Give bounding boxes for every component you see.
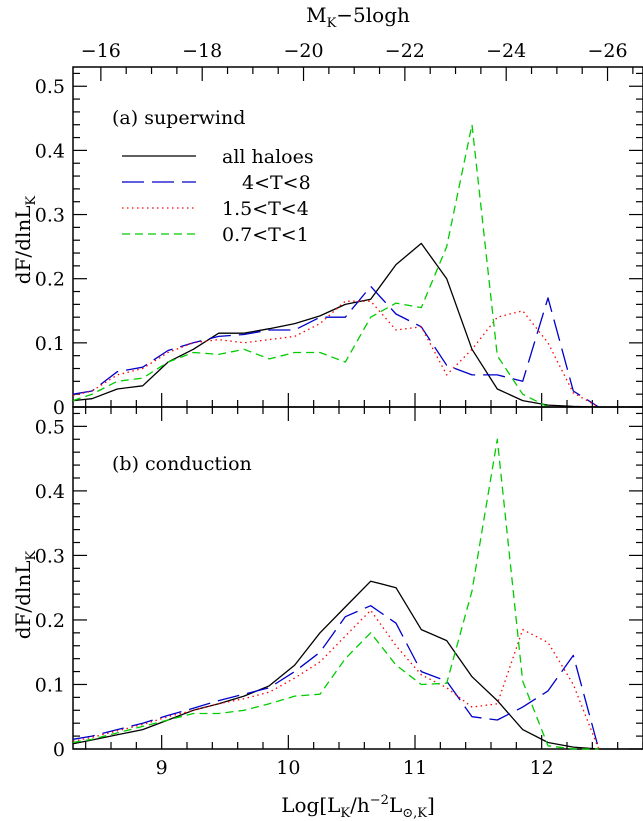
y-tick-label: 0.1 [35, 333, 65, 355]
series-line-4-t-8-b [72, 605, 600, 750]
legend-item-0-7-T-1: 0.7<T<1 [122, 224, 309, 246]
top-tick-label: −20 [283, 40, 323, 62]
y-axis-title-top: dF/dlnLK [11, 195, 39, 284]
y-tick-label: 0.1 [35, 674, 65, 696]
legend-label-1-5-T-4: 1.5<T<4 [222, 198, 309, 220]
top-tick-label: −16 [81, 40, 121, 62]
series-line-all-haloes-a [72, 242, 643, 408]
series-line-4-t-8-a [72, 285, 600, 408]
y-tick-label: 0.4 [35, 140, 65, 162]
series-line-all-haloes-b [72, 580, 643, 750]
y-tick-label: 0.2 [35, 269, 65, 291]
top-tick-label: −26 [587, 40, 627, 62]
series-line-1-5-t-4-a [72, 300, 600, 408]
legend-item-1-5-T-4: 1.5<T<4 [122, 198, 309, 220]
series-line-0-7-t-1-b [72, 438, 599, 750]
y-tick-label: 0.5 [35, 416, 65, 438]
legend-label-0-7-T-1: 0.7<T<1 [222, 224, 309, 246]
y-tick-label: 0 [53, 397, 65, 419]
y-tick-label: 0.2 [35, 610, 65, 632]
top-tick-label: −24 [486, 40, 526, 62]
legend-item-all-haloes: all haloes [122, 146, 314, 168]
top-axis-title: MK−5logh [306, 3, 410, 31]
panel-a-ticks: 0 0.1 0.2 0.3 0.4 0.5 [35, 72, 643, 419]
series-line-0-7-t-1-a [72, 124, 549, 408]
legend: all haloes 4<T<8 1.5<T<4 0.7<T<1 [122, 146, 314, 246]
panel-a-label: (a) superwind [112, 107, 245, 129]
y-axis-title-bottom: dF/dlnLK [11, 550, 39, 639]
y-tick-label: 0.3 [35, 545, 65, 567]
legend-item-4-T-8: 4<T<8 [122, 172, 311, 194]
x-tick-label: 9 [156, 757, 168, 779]
top-axis-ticks: −16 −18 −20 −22 −24 −26 [81, 40, 634, 81]
x-tick-label: 12 [530, 757, 554, 779]
bottom-axis-title: Log[LK/h−2L⊙,K] [281, 793, 435, 821]
top-tick-label: −18 [182, 40, 222, 62]
panel-b-ticks: 0 0.1 0.2 0.3 0.4 0.5 9 10 11 12 [35, 407, 643, 779]
panel-superwind: 0 0.1 0.2 0.3 0.4 0.5 (a) superwind all haloe… [35, 66, 643, 419]
series-line-1-5-t-4-b [72, 609, 600, 750]
y-tick-label: 0.3 [35, 205, 65, 227]
top-tick-label: −22 [385, 40, 425, 62]
x-tick-label: 11 [403, 757, 427, 779]
y-tick-label: 0 [53, 739, 65, 761]
panel-conduction: 0 0.1 0.2 0.3 0.4 0.5 9 10 11 12 (b) conduction [35, 406, 643, 779]
legend-label-all-haloes: all haloes [222, 146, 314, 168]
x-tick-label: 10 [276, 757, 300, 779]
y-tick-label: 0.5 [35, 76, 65, 98]
panel-b-label: (b) conduction [112, 453, 252, 475]
panel-b-series [72, 438, 643, 750]
legend-label-4-T-8: 4<T<8 [242, 172, 311, 194]
panel-b-frame [72, 406, 643, 750]
y-tick-label: 0.4 [35, 481, 65, 503]
panel-a-series [72, 124, 643, 408]
